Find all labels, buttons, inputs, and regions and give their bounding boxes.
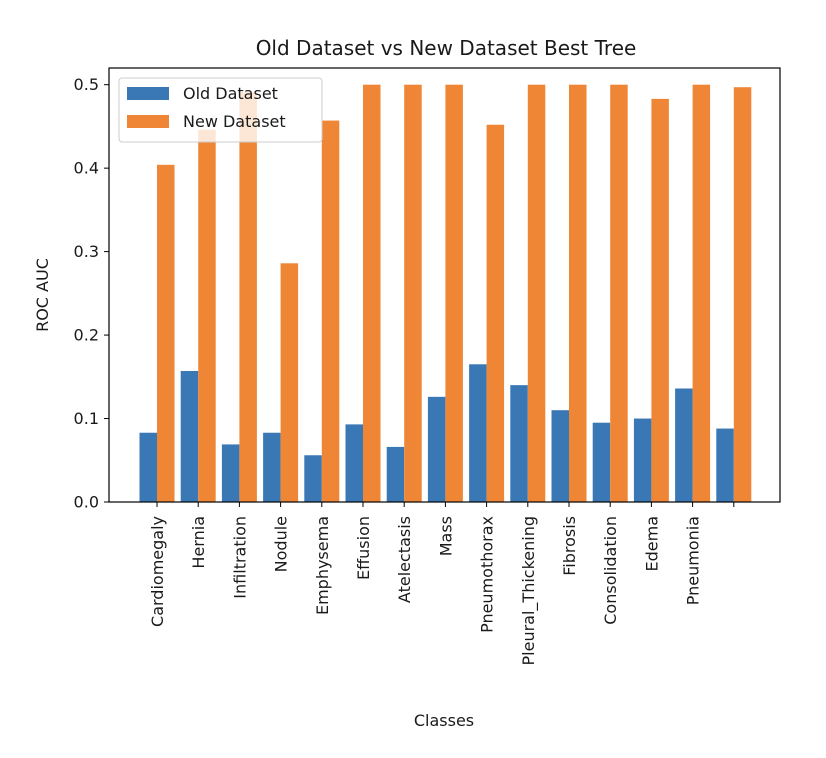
old-dataset-bar-3 — [263, 432, 281, 502]
new-dataset-bar-4 — [321, 120, 340, 502]
x-tick-label: Hernia — [189, 516, 208, 569]
new-dataset-bar-10 — [569, 84, 587, 502]
y-tick-label: 0.0 — [74, 493, 99, 512]
new-dataset-bar-2 — [239, 92, 257, 502]
old-dataset-bar-4 — [304, 455, 322, 502]
y-tick-label: 0.2 — [74, 326, 99, 345]
y-tick-label: 0.5 — [74, 75, 99, 94]
old-dataset-bar-12 — [633, 418, 652, 502]
new-dataset-bar-1 — [198, 129, 216, 502]
legend-label-1: New Dataset — [183, 112, 286, 131]
old-dataset-bar-6 — [386, 446, 405, 502]
new-dataset-bar-14 — [733, 87, 752, 502]
old-dataset-bar-9 — [510, 385, 528, 502]
x-tick-label: Atelectasis — [395, 516, 414, 603]
new-dataset-bar-13 — [692, 84, 711, 502]
legend-swatch-0 — [127, 87, 169, 100]
old-dataset-bar-2 — [221, 444, 240, 502]
new-dataset-bar-6 — [404, 84, 422, 502]
x-tick-label: Infiltration — [230, 516, 249, 599]
new-dataset-bar-3 — [280, 263, 299, 502]
legend-label-0: Old Dataset — [183, 84, 278, 103]
old-dataset-bar-13 — [675, 388, 693, 502]
new-dataset-bar-0 — [157, 164, 175, 502]
chart-title: Old Dataset vs New Dataset Best Tree — [256, 36, 637, 60]
bars-layer — [139, 84, 752, 502]
old-dataset-bar-10 — [551, 410, 569, 502]
x-tick-label: Mass — [436, 516, 455, 556]
y-tick-label: 0.1 — [74, 409, 99, 428]
y-tick-label: 0.3 — [74, 242, 99, 261]
new-dataset-bar-8 — [486, 124, 505, 502]
new-dataset-bar-11 — [610, 84, 628, 502]
x-tick-label: Fibrosis — [560, 516, 579, 576]
x-tick-label: Pleural_Thickening — [519, 516, 539, 665]
old-dataset-bar-14 — [716, 428, 734, 502]
x-tick-label: Cardiomegaly — [148, 516, 167, 627]
x-tick-label: Nodule — [272, 516, 291, 572]
new-dataset-bar-12 — [651, 98, 669, 502]
old-dataset-bar-11 — [592, 422, 611, 502]
legend-swatch-1 — [127, 115, 169, 128]
old-dataset-bar-0 — [139, 432, 157, 502]
old-dataset-bar-7 — [427, 396, 446, 502]
old-dataset-bar-5 — [345, 424, 363, 502]
old-dataset-bar-8 — [469, 364, 487, 502]
x-tick-label: Pneumothorax — [478, 516, 497, 633]
y-tick-label: 0.4 — [74, 159, 99, 178]
y-axis-label: ROC AUC — [33, 258, 52, 332]
new-dataset-bar-9 — [527, 84, 546, 502]
legend-box — [118, 77, 323, 143]
x-tick-label: Consolidation — [601, 516, 620, 625]
x-tick-label: Pneumonia — [684, 516, 703, 605]
ticks-layer: 0.0 0.1 0.2 0.3 0.4 0.5 Cardiomegaly Hernia Infi… — [74, 75, 735, 665]
x-tick-label: Effusion — [354, 516, 373, 580]
plot-frame — [108, 67, 781, 503]
old-dataset-bar-1 — [180, 370, 199, 502]
x-tick-label: Edema — [642, 516, 661, 572]
new-dataset-bar-5 — [363, 84, 381, 502]
x-tick-label: Emphysema — [313, 516, 332, 615]
x-axis-label: Classes — [414, 711, 474, 730]
legend: Old Dataset New Dataset — [118, 77, 323, 143]
new-dataset-bar-7 — [445, 84, 463, 502]
